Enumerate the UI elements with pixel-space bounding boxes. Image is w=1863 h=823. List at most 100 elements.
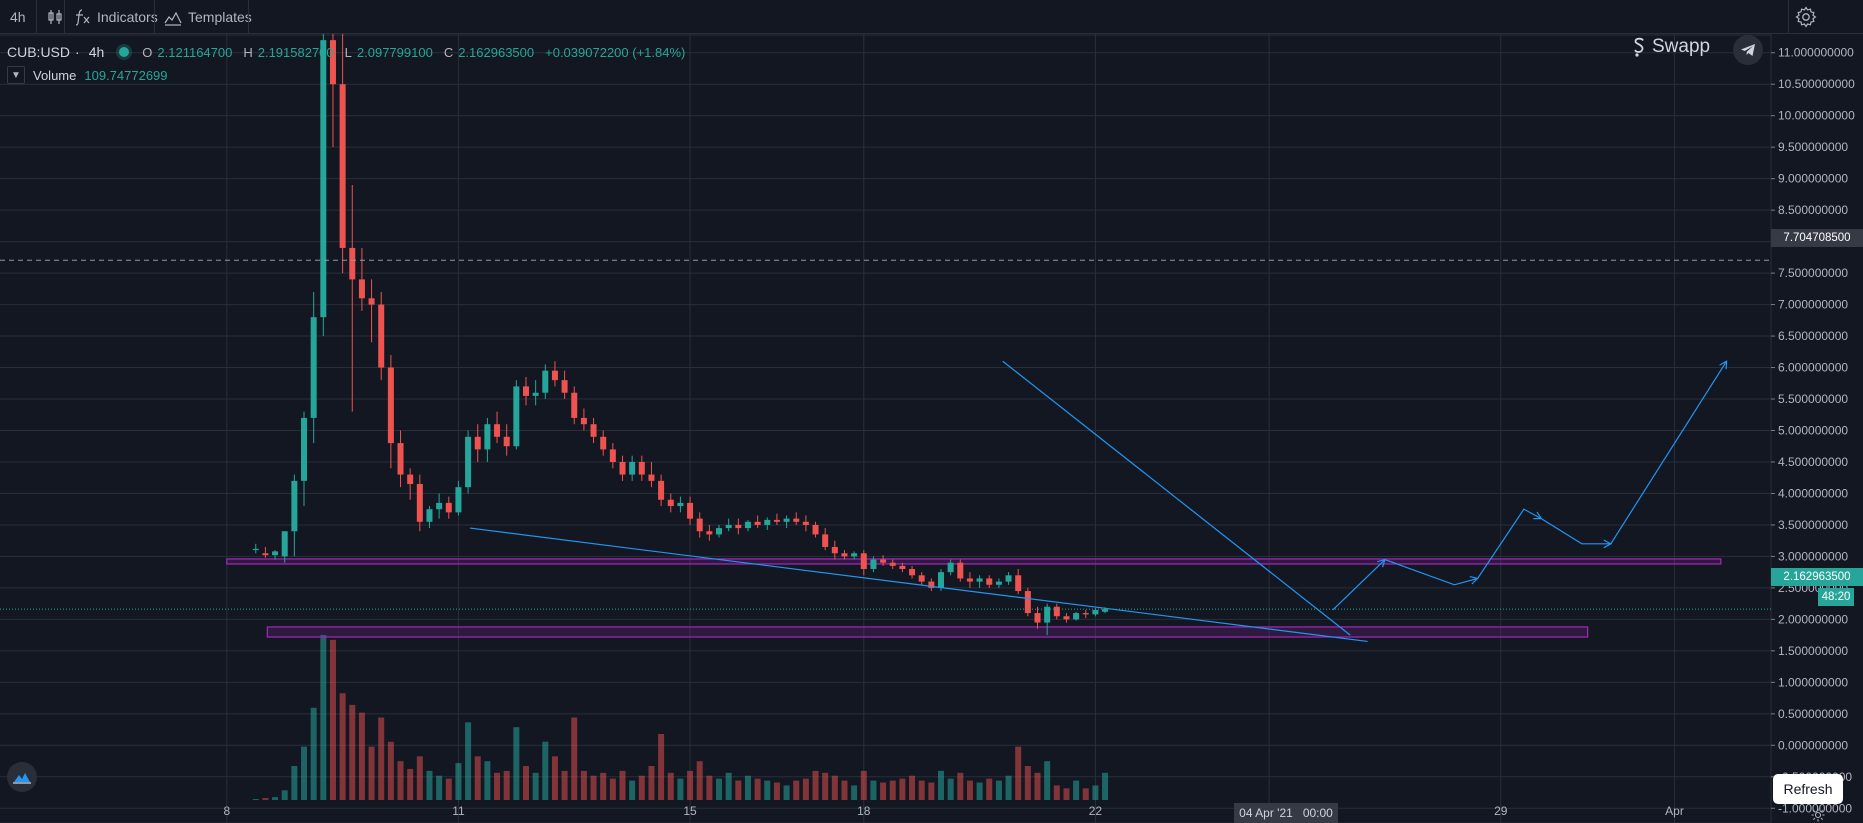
candle-body bbox=[677, 502, 684, 507]
candle-body bbox=[880, 559, 887, 563]
candle-body bbox=[320, 40, 327, 318]
low-value: 2.097799100 bbox=[356, 44, 433, 60]
x-tick-label: 8 bbox=[223, 804, 230, 818]
telegram-button[interactable] bbox=[1733, 35, 1763, 65]
candle-body bbox=[358, 279, 365, 299]
volume-bar bbox=[918, 780, 925, 800]
candle-body bbox=[735, 524, 742, 529]
candle-body bbox=[773, 519, 780, 522]
crosshair-time: 00:00 bbox=[1302, 806, 1333, 820]
refresh-label: Refresh bbox=[1783, 781, 1833, 797]
volume-bar bbox=[445, 778, 452, 800]
candle-body bbox=[349, 247, 356, 280]
candle-body bbox=[764, 519, 771, 525]
y-tick-label: 6.500000000 bbox=[1778, 329, 1848, 343]
volume-bar bbox=[503, 770, 510, 800]
indicators-button[interactable]: Indicators bbox=[73, 0, 158, 33]
candle-body bbox=[696, 518, 703, 532]
candle-body bbox=[503, 436, 510, 447]
volume-bar bbox=[281, 790, 288, 800]
x-tick-label: 22 bbox=[1089, 804, 1103, 818]
candle-body bbox=[725, 524, 732, 529]
candle-body bbox=[272, 551, 279, 556]
volume-bar bbox=[629, 780, 636, 800]
y-tick-label: 3.500000000 bbox=[1778, 518, 1848, 532]
candle-body bbox=[542, 370, 549, 393]
templates-button[interactable]: Templates bbox=[164, 0, 252, 33]
y-tick-label: 10.500000000 bbox=[1778, 77, 1855, 91]
volume-bar bbox=[773, 782, 780, 800]
chart-type-button[interactable] bbox=[46, 0, 64, 33]
crosshair-price: 7.704708500 bbox=[1783, 232, 1851, 244]
volume-bar bbox=[899, 778, 906, 800]
y-tick-label: 5.500000000 bbox=[1778, 392, 1848, 406]
trend-line bbox=[1002, 360, 1351, 636]
volume-bar bbox=[793, 780, 800, 800]
volume-bar bbox=[619, 770, 626, 800]
candle-body bbox=[638, 461, 645, 475]
volume-bar bbox=[1024, 766, 1031, 800]
volume-bar bbox=[648, 766, 655, 800]
candle-body bbox=[687, 502, 694, 519]
y-tick-label: 9.000000000 bbox=[1778, 172, 1848, 186]
chevron-down-icon[interactable]: ▼ bbox=[7, 66, 25, 84]
candle-body bbox=[966, 578, 973, 582]
axis-settings-icon[interactable] bbox=[1810, 807, 1826, 823]
interval-button[interactable]: 4h bbox=[10, 0, 26, 33]
volume-bar bbox=[1044, 761, 1051, 800]
volume-bar bbox=[783, 785, 790, 800]
candle-body bbox=[822, 534, 829, 547]
candle-body bbox=[455, 487, 462, 513]
volume-bar bbox=[976, 782, 983, 800]
volume-bar bbox=[494, 772, 501, 800]
market-status-dot bbox=[119, 47, 130, 57]
volume-bar bbox=[551, 756, 558, 800]
fx-icon bbox=[75, 8, 90, 26]
candles-icon bbox=[48, 9, 62, 24]
y-tick-label: 10.000000000 bbox=[1778, 109, 1855, 123]
y-tick-label: 7.500000000 bbox=[1778, 266, 1848, 280]
close-value: 2.162963500 bbox=[458, 44, 535, 60]
candle-body bbox=[1082, 613, 1089, 615]
crosshair-price-badge: 7.704708500 bbox=[1771, 229, 1863, 247]
candle-body bbox=[1034, 613, 1041, 623]
volume-bar bbox=[831, 775, 838, 800]
volume-bar bbox=[291, 766, 298, 800]
candle-body bbox=[551, 370, 558, 381]
y-tick-label: 4.000000000 bbox=[1778, 486, 1848, 500]
volume-bar bbox=[349, 704, 356, 800]
volume-bar bbox=[484, 761, 491, 800]
price-chart[interactable]: 11.000000000 10.500000000 10.000000000 9.50… bbox=[0, 34, 1863, 823]
volume-bar bbox=[368, 746, 375, 800]
projection-arrowhead bbox=[1377, 558, 1386, 568]
candle-body bbox=[957, 562, 964, 579]
candle-body bbox=[889, 562, 896, 566]
volume-bar bbox=[1073, 780, 1080, 800]
volume-bar bbox=[262, 798, 269, 800]
candle-body bbox=[1005, 575, 1012, 582]
candle-body bbox=[947, 562, 954, 573]
tradingview-logo[interactable] bbox=[7, 762, 37, 792]
refresh-button[interactable]: Refresh bbox=[1773, 774, 1843, 804]
volume-legend: ▼ Volume 109.74772699 bbox=[7, 66, 168, 84]
volume-bar bbox=[957, 772, 964, 800]
y-tick-label: 3.000000000 bbox=[1778, 549, 1848, 563]
candle-body bbox=[1073, 613, 1080, 620]
volume-bar bbox=[851, 785, 858, 800]
candle-body bbox=[484, 424, 491, 450]
candle-body bbox=[465, 436, 472, 488]
candle-body bbox=[252, 548, 259, 551]
settings-button[interactable] bbox=[1795, 0, 1817, 33]
volume-bar bbox=[407, 768, 414, 800]
volume-bar bbox=[735, 780, 742, 800]
candle-body bbox=[1102, 609, 1109, 612]
toolbar-divider bbox=[154, 0, 155, 33]
candle-body bbox=[918, 575, 925, 582]
toolbar-divider bbox=[248, 0, 249, 33]
volume-bar bbox=[310, 707, 317, 800]
volume-bar bbox=[465, 722, 472, 800]
symbol-name[interactable]: CUB:USD bbox=[7, 44, 71, 60]
volume-label: Volume bbox=[33, 67, 77, 83]
toolbar-divider bbox=[1788, 0, 1789, 33]
candle-body bbox=[812, 524, 819, 535]
